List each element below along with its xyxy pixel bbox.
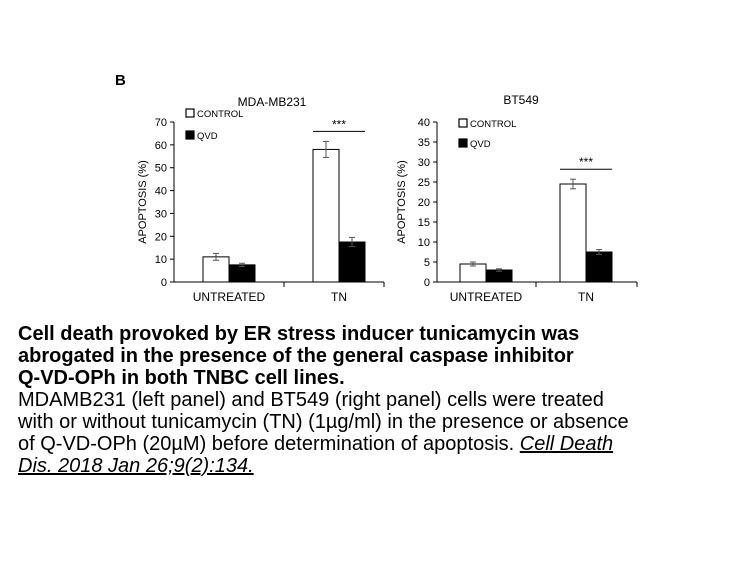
- caption-body-line: with or without tunicamycin (TN) (1µg/ml…: [18, 411, 629, 433]
- y-tick-label: 25: [418, 177, 430, 189]
- legend-swatch-control: [458, 118, 468, 128]
- y-tick-label: 30: [155, 208, 167, 220]
- y-tick-label: 10: [155, 254, 167, 266]
- chart-title: MDA-MB231: [238, 95, 307, 109]
- bar-control: [312, 148, 340, 283]
- x-tick-label: TN: [578, 290, 594, 304]
- caption-title-line: abrogated in the presence of the general…: [18, 345, 574, 367]
- chart-mda-mb231: MDA-MB231 0 10 20 30 40 50 60 70 APOPTOSIS (%) UNT…: [137, 95, 385, 304]
- bar-qvd: [485, 269, 513, 283]
- y-tick-label: 0: [161, 277, 167, 289]
- y-tick-label: 20: [418, 197, 430, 209]
- legend-label: QVD: [470, 139, 491, 150]
- y-tick-label: 50: [155, 163, 167, 175]
- y-tick-label: 40: [155, 186, 167, 198]
- y-tick-label: 70: [155, 117, 167, 129]
- y-tick-label: 30: [418, 157, 430, 169]
- legend-swatch-qvd: [185, 130, 195, 140]
- significance-label: ***: [332, 117, 346, 131]
- y-tick-label: 15: [418, 217, 430, 229]
- citation-link[interactable]: Cell Death: [519, 433, 614, 455]
- bar-control: [202, 256, 230, 283]
- caption-body-line: Dis. 2018 Jan 26;9(2):134.: [18, 455, 750, 477]
- y-tick-label: 20: [155, 231, 167, 243]
- y-tick-label: 0: [424, 277, 430, 289]
- legend-label: CONTROL: [197, 109, 243, 120]
- bar-qvd: [228, 264, 256, 283]
- figure-caption: Cell death provoked by ER stress inducer…: [18, 323, 750, 477]
- y-tick-label: 40: [418, 117, 430, 129]
- bar-qvd: [585, 251, 613, 283]
- legend-swatch-qvd: [458, 138, 468, 148]
- chart-title: BT549: [503, 93, 539, 107]
- bar-control: [559, 183, 587, 283]
- y-tick-label: 35: [418, 137, 430, 149]
- x-tick-label: UNTREATED: [193, 290, 266, 304]
- legend-label: QVD: [197, 131, 218, 142]
- caption-title: Cell death provoked by ER stress inducer…: [18, 323, 750, 389]
- caption-body: MDAMB231 (left panel) and BT549 (right p…: [18, 389, 750, 477]
- caption-title-line: Q-VD-OPh in both TNBC cell lines.: [18, 367, 345, 389]
- caption-title-line: Cell death provoked by ER stress inducer…: [18, 323, 580, 345]
- legend-label: CONTROL: [470, 119, 516, 130]
- citation-link[interactable]: Dis. 2018 Jan 26;9(2):134.: [18, 455, 254, 477]
- y-tick-label: 5: [424, 257, 430, 269]
- y-axis-label: APOPTOSIS (%): [137, 160, 149, 244]
- caption-body-line: of Q-VD-OPh (20µM) before determination …: [18, 433, 750, 455]
- caption-body-line: MDAMB231 (left panel) and BT549 (right p…: [18, 389, 604, 411]
- panel-label: B: [115, 72, 126, 89]
- x-tick-label: UNTREATED: [450, 290, 523, 304]
- chart-bt549: BT549 0 5 10 15 20 25 30 35 40 APOPTOSIS (%) UNTREA…: [396, 93, 638, 304]
- y-tick-label: 10: [418, 237, 430, 249]
- legend-swatch-control: [185, 108, 195, 118]
- caption-body-text: of Q-VD-OPh (20µM) before determination …: [18, 433, 520, 455]
- y-axis-label: APOPTOSIS (%): [396, 160, 408, 244]
- x-tick-label: TN: [331, 290, 347, 304]
- bar-control: [459, 263, 487, 283]
- y-tick-label: 60: [155, 140, 167, 152]
- significance-label: ***: [579, 155, 593, 169]
- bar-qvd: [338, 241, 366, 283]
